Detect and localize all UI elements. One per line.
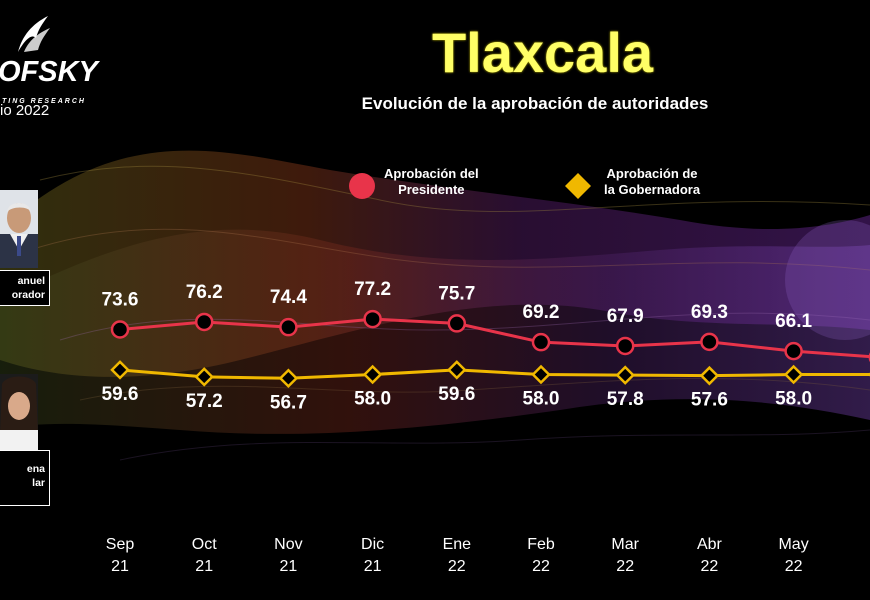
x-tick-month-8: May (778, 536, 808, 553)
president-point-4 (447, 314, 467, 333)
president-label-4: 75.7 (438, 283, 475, 304)
x-tick-year-4: 22 (448, 558, 466, 575)
governor-label-6: 57.8 (607, 389, 644, 410)
president-label-5: 69.2 (523, 302, 560, 323)
x-tick-month-0: Sep (106, 536, 135, 553)
president-point-3 (363, 309, 382, 329)
logo: OFSKY TING RESEARCH (0, 12, 110, 122)
governor-point-6 (615, 365, 635, 385)
governor-label-2: 56.7 (270, 392, 307, 413)
x-tick-year-8: 22 (785, 558, 803, 575)
x-tick-month-6: Mar (611, 536, 639, 553)
x-tick-month-2: Nov (274, 536, 302, 553)
president-label-3: 77.2 (354, 279, 391, 300)
governor-label-7: 57.6 (691, 390, 728, 411)
president-name: anuel (17, 275, 45, 287)
president-label-1: 76.2 (186, 282, 223, 303)
x-tick-year-5: 22 (532, 558, 550, 575)
bird-logo-icon (18, 16, 50, 52)
legend-governor: Aprobación de la Gobernadora (604, 166, 700, 198)
legend-governor-marker (565, 173, 591, 199)
page-title: Tlaxcala (431, 21, 654, 84)
x-tick-month-1: Oct (192, 536, 217, 553)
legend-governor-line1: Aprobación de (606, 166, 698, 181)
x-tick-year-6: 22 (616, 558, 634, 575)
x-tick-month-3: Dic (361, 536, 384, 553)
governor-name: ena (26, 463, 45, 475)
governor-point-5 (531, 364, 551, 385)
page-subtitle: Evolución de la aprobación de autoridade… (361, 94, 709, 113)
governor-label-5: 58.0 (523, 389, 560, 410)
president-point-8 (784, 341, 803, 361)
x-tick-month-5: Feb (527, 536, 555, 553)
president-label-7: 69.3 (691, 302, 728, 323)
logo-tagline: TING RESEARCH (2, 98, 86, 105)
governor-point-1 (194, 367, 214, 387)
date-label: io 2022 (0, 102, 50, 119)
governor-point-4 (447, 360, 467, 380)
president-point-5 (531, 332, 551, 352)
president-point-6 (615, 336, 635, 356)
governor-photo (0, 374, 38, 452)
governor-surname: lar (32, 477, 45, 489)
governor-label-8: 58.0 (775, 389, 812, 410)
president-point-0 (110, 320, 130, 339)
logo-name: OFSKY (0, 56, 98, 88)
x-tick-year-7: 22 (701, 558, 719, 575)
governor-point-2 (278, 368, 299, 389)
legend-governor-line2: la Gobernadora (604, 182, 701, 197)
president-point-2 (279, 317, 298, 337)
governor-point-0 (110, 360, 130, 380)
governor-point-3 (362, 364, 383, 385)
legend-president-marker (349, 173, 375, 199)
president-point-1 (194, 312, 214, 332)
president-label-8: 66.1 (775, 311, 812, 332)
president-label-2: 74.4 (270, 287, 307, 308)
legend-president: Aprobación del Presidente (384, 166, 479, 198)
president-photo (0, 190, 38, 268)
x-tick-year-0: 21 (111, 558, 129, 575)
president-surname: orador (11, 289, 45, 301)
governor-card: ena lar (0, 450, 50, 506)
x-tick-month-7: Abr (697, 536, 723, 553)
x-tick-year-1: 21 (195, 558, 213, 575)
legend-president-line2: Presidente (398, 182, 465, 197)
governor-point-8 (783, 364, 804, 385)
governor-label-3: 58.0 (354, 389, 391, 410)
x-tick-month-4: Ene (443, 536, 472, 553)
legend-president-line1: Aprobación del (384, 166, 479, 181)
president-point-7 (700, 332, 719, 352)
president-card: anuel orador (0, 270, 50, 306)
series-line-governor (119, 368, 870, 380)
president-label-0: 73.6 (102, 289, 139, 310)
governor-label-0: 59.6 (102, 384, 139, 405)
president-label-6: 67.9 (607, 306, 644, 327)
series-line-president (119, 317, 870, 359)
governor-label-4: 59.6 (438, 384, 475, 405)
governor-point-7 (699, 365, 720, 386)
governor-label-1: 57.2 (186, 391, 223, 412)
x-tick-year-3: 21 (364, 558, 382, 575)
x-tick-year-2: 21 (280, 558, 298, 575)
